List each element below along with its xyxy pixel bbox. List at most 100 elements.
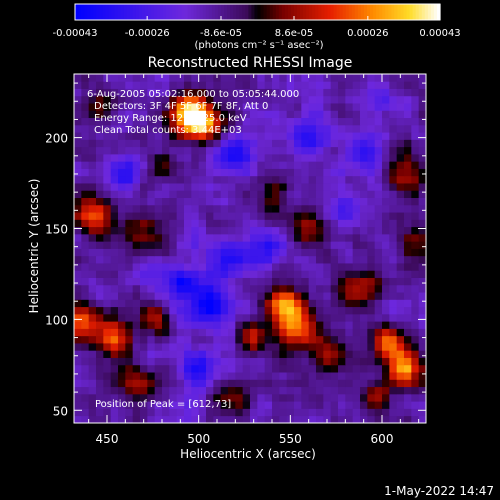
heatmap-cell (264, 139, 273, 148)
heatmap-cell (360, 168, 368, 177)
heatmap-cell (103, 306, 112, 315)
heatmap-cell (323, 204, 332, 213)
heatmap-cell (418, 81, 427, 89)
heatmap-cell (184, 386, 192, 395)
colorbar-segment (214, 4, 219, 20)
heatmap-cell (81, 183, 90, 191)
heatmap-cell (352, 415, 361, 424)
heatmap-cell (147, 277, 156, 286)
heatmap-cell (301, 263, 310, 271)
heatmap-cell (147, 226, 156, 235)
heatmap-cell (169, 284, 178, 293)
heatmap-cell (132, 103, 141, 111)
heatmap-cell (206, 190, 214, 198)
heatmap-cell (118, 328, 126, 337)
heatmap-cell (404, 153, 412, 162)
colorbar-segment (260, 4, 265, 20)
heatmap-cell (330, 328, 339, 337)
heatmap-cell (360, 117, 368, 126)
heatmap-cell (374, 183, 383, 191)
heatmap-cell (308, 386, 317, 395)
heatmap-cell (338, 197, 346, 206)
heatmap-cell (88, 270, 97, 278)
heatmap-cell (323, 284, 332, 293)
heatmap-cell (103, 299, 112, 308)
heatmap-cell (103, 197, 112, 206)
heatmap-cell (162, 379, 170, 388)
heatmap-cell (396, 408, 405, 417)
heatmap-cell (374, 357, 383, 366)
heatmap-cell (374, 393, 383, 402)
heatmap-cell (301, 372, 310, 380)
heatmap-cell (125, 161, 134, 169)
heatmap-cell (191, 81, 200, 89)
heatmap-cell (316, 212, 324, 220)
heatmap-cell (264, 350, 273, 358)
heatmap-cell (154, 197, 163, 206)
heatmap-cell (198, 197, 207, 206)
heatmap-cell (382, 212, 390, 220)
heatmap-cell (110, 292, 119, 300)
heatmap-cell (279, 146, 288, 155)
heatmap-cell (147, 132, 156, 140)
heatmap-cell (294, 350, 302, 358)
heatmap-cell (81, 233, 90, 242)
heatmap-cell (242, 379, 251, 388)
heatmap-cell (220, 379, 229, 388)
heatmap-cell (228, 277, 236, 286)
y-tick-label: 200 (45, 132, 68, 146)
heatmap-cell (88, 146, 97, 155)
heatmap-cell (279, 364, 288, 373)
heatmap-cell (418, 299, 427, 308)
heatmap-cell (352, 175, 361, 184)
heatmap-cell (301, 161, 310, 169)
heatmap-cell (206, 255, 214, 264)
heatmap-cell (176, 146, 185, 155)
heatmap-cell (118, 277, 126, 286)
heatmap-cell (272, 219, 280, 228)
heatmap-cell (140, 379, 148, 388)
heatmap-cell (125, 110, 134, 119)
heatmap-cell (213, 103, 222, 111)
heatmap-cell (345, 146, 354, 155)
heatmap-cell (264, 415, 273, 424)
heatmap-cell (345, 306, 354, 315)
heatmap-cell (103, 401, 112, 409)
heatmap-cell (272, 357, 280, 366)
heatmap-cell (184, 401, 192, 409)
heatmap-cell (374, 74, 383, 82)
heatmap-cell (74, 321, 82, 329)
heatmap-cell (308, 103, 317, 111)
heatmap-cell (389, 379, 398, 388)
heatmap-cell (382, 328, 390, 337)
heatmap-cell (74, 175, 82, 184)
heatmap-cell (176, 263, 185, 271)
heatmap-cell (382, 299, 390, 308)
heatmap-cell (382, 350, 390, 358)
heatmap-cell (220, 343, 229, 351)
heatmap-cell (367, 95, 376, 104)
heatmap-cell (191, 415, 200, 424)
heatmap-cell (206, 153, 214, 162)
heatmap-cell (242, 241, 251, 249)
heatmap-cell (242, 153, 251, 162)
heatmap-cell (206, 386, 214, 395)
heatmap-cell (96, 248, 104, 257)
heatmap-cell (242, 386, 251, 395)
heatmap-cell (294, 328, 302, 337)
heatmap-cell (301, 197, 310, 206)
heatmap-cell (389, 386, 398, 395)
heatmap-cell (169, 146, 178, 155)
heatmap-cell (257, 88, 266, 97)
heatmap-cell (162, 197, 170, 206)
heatmap-cell (404, 321, 412, 329)
heatmap-cell (118, 110, 126, 119)
heatmap-cell (242, 401, 251, 409)
heatmap-cell (88, 124, 97, 133)
heatmap-cell (411, 175, 420, 184)
colorbar-segment (430, 4, 435, 20)
heatmap-cell (360, 103, 368, 111)
heatmap-cell (323, 233, 332, 242)
heatmap-cell (184, 124, 192, 133)
colorbar-segment (126, 4, 131, 20)
